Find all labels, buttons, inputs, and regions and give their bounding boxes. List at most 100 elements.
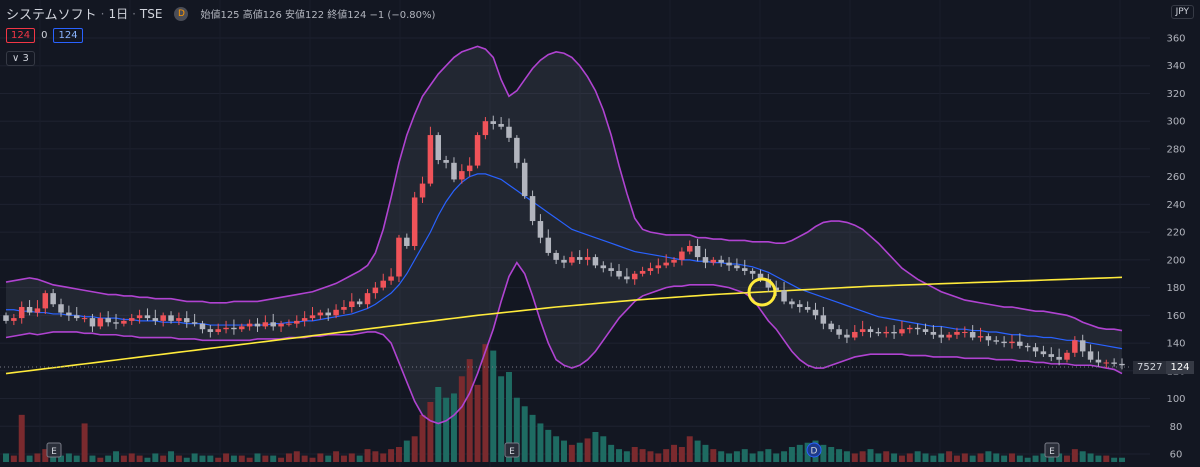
volume-bar	[946, 451, 953, 462]
candle-body	[1072, 340, 1078, 353]
candle-body	[42, 293, 49, 309]
candle-body	[278, 323, 284, 327]
candle-body	[765, 279, 772, 288]
volume-bar	[930, 455, 937, 462]
earnings-marker-label: E	[1049, 447, 1055, 457]
event-markers: E E ED	[46, 442, 1060, 458]
candle-body	[828, 323, 834, 330]
volume-label: 7527	[1133, 361, 1167, 374]
candle-body	[686, 246, 693, 252]
volume-bar	[851, 453, 858, 462]
symbol-name[interactable]: システムソフト	[6, 8, 97, 23]
volume-bar	[278, 457, 285, 462]
volume-bar	[419, 414, 426, 462]
candle-body	[356, 301, 363, 305]
volume-bar	[553, 436, 560, 462]
candle-body	[396, 237, 402, 277]
d-badge-icon[interactable]: D	[174, 6, 189, 21]
volume-bar	[191, 453, 198, 462]
candle-body	[411, 197, 418, 246]
candle-body	[883, 331, 889, 334]
candle-body	[671, 259, 677, 263]
candle-body	[804, 307, 811, 310]
candle-body	[419, 183, 426, 198]
candle-body	[199, 323, 206, 330]
volume-bar	[906, 453, 913, 462]
candle-body	[608, 268, 614, 271]
candle-body	[490, 121, 497, 124]
candle-body	[592, 257, 599, 266]
candle-body	[576, 257, 583, 260]
volume-bar	[898, 455, 905, 462]
earnings-marker-label: E	[51, 447, 57, 457]
volume-bar	[128, 453, 135, 462]
ohlc-readout: 始値125 高値126 安値122 終値124 −1 (−0.80%)	[200, 10, 436, 21]
earnings-marker-label: E	[509, 447, 515, 457]
price-axis: 6080100120140160180200220240260280300320…	[1166, 34, 1185, 461]
bollinger-fill	[6, 46, 1122, 424]
candle-body	[474, 135, 481, 166]
volume-bar	[482, 344, 489, 462]
volume-bar	[757, 451, 764, 462]
volume-bar	[325, 455, 332, 462]
interval-label[interactable]: 1日	[108, 7, 129, 21]
candle-body	[215, 329, 221, 332]
candle-body	[521, 162, 528, 197]
volume-bar	[199, 455, 206, 462]
volume-bar	[686, 436, 693, 462]
candle-body	[954, 331, 960, 335]
candle-body	[66, 312, 72, 316]
volume-bar	[1103, 455, 1110, 462]
candle-body	[364, 293, 371, 305]
dividend-marker-label: D	[811, 447, 818, 457]
volume-bar	[993, 453, 1000, 462]
volume-bar	[427, 402, 434, 462]
volume-bar	[10, 455, 17, 462]
candle-body	[309, 315, 316, 319]
candle-body	[73, 315, 80, 319]
candle-body	[136, 315, 143, 319]
currency-button[interactable]: JPY	[1170, 5, 1194, 19]
candle-body	[1017, 341, 1023, 346]
volume-bar	[678, 447, 685, 462]
candle-body	[624, 276, 630, 280]
volume-bar	[168, 451, 175, 462]
volume-bar	[1111, 457, 1118, 462]
grid	[0, 37, 1150, 455]
sell-button[interactable]: 124	[6, 28, 36, 43]
volume-bar	[875, 453, 882, 462]
candle-body	[459, 171, 465, 180]
candles	[3, 115, 1125, 370]
volume-bar	[867, 449, 874, 462]
volume-bar	[395, 447, 402, 462]
y-tick-label: 180	[1166, 283, 1185, 294]
candle-body	[553, 252, 559, 260]
volume-bar	[733, 451, 740, 462]
candle-body	[584, 257, 591, 260]
candle-body	[81, 318, 88, 320]
volume-bar	[702, 444, 709, 462]
volume-bar	[773, 453, 780, 462]
volume-bar	[1071, 449, 1078, 462]
volume-bar	[450, 393, 457, 462]
volume-bar	[576, 442, 583, 462]
volume-bar	[333, 451, 340, 462]
candle-body	[286, 323, 292, 325]
candle-body	[388, 276, 394, 281]
indicators-toggle[interactable]: ∨ 3	[6, 51, 35, 66]
volume-bar	[3, 453, 9, 462]
y-tick-label: 80	[1170, 422, 1183, 433]
y-tick-label: 60	[1170, 450, 1183, 461]
volume-bar	[50, 455, 57, 462]
candle-body	[679, 251, 685, 260]
buy-button[interactable]: 124	[53, 28, 83, 43]
candle-body	[223, 327, 229, 330]
volume-bar	[969, 455, 976, 462]
candle-body	[11, 318, 17, 321]
candle-body	[639, 270, 646, 274]
volume-bar	[655, 453, 662, 462]
volume-bar	[1095, 455, 1102, 462]
candle-body	[914, 327, 921, 330]
candle-body	[191, 322, 198, 324]
